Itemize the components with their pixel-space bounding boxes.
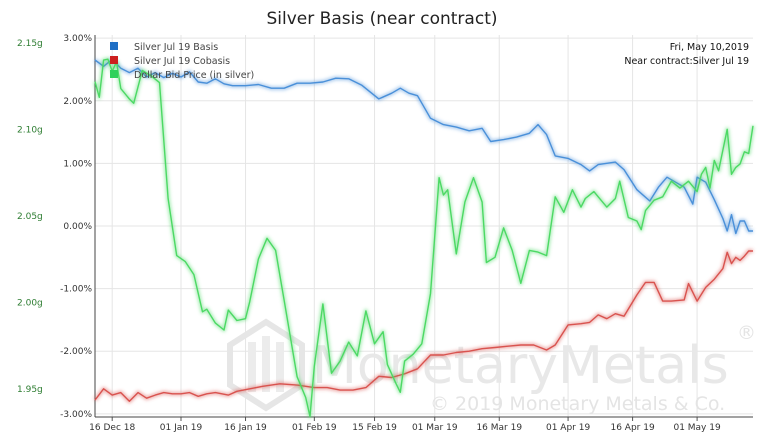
axes: 16 Dec 18 01 Jan 19 16 Jan 19 01 Feb 19 15 F… (17, 34, 753, 433)
info-date: Fri, May 10,2019 (670, 42, 749, 53)
series-layer (93, 57, 755, 419)
y-left-tick-label: 2.05g (17, 212, 43, 222)
x-tick-label: 01 Feb 19 (292, 423, 337, 433)
y-right-tick-label: 0.00% (63, 222, 92, 232)
watermark-copyright: © 2019 Monetary Metals & Co. (430, 393, 725, 415)
x-tick-label: 16 Jan 19 (224, 423, 267, 433)
y-right-tick-label: 2.00% (63, 97, 92, 107)
x-tick-label: 16 Apr 19 (610, 423, 654, 433)
chart-title: Silver Basis (near contract) (267, 9, 498, 29)
x-tick-label: 01 Mar 19 (412, 423, 458, 433)
legend-label-basis: Silver Jul 19 Basis (134, 42, 218, 53)
series-line-cobasis (94, 250, 753, 402)
y-right-tick-label: -2.00% (60, 347, 92, 357)
y-left-tick-label: 2.10g (17, 125, 43, 135)
legend-swatch-dollar (110, 70, 118, 78)
series-line-basis (94, 58, 753, 235)
series-line-dollar-bid (94, 58, 754, 418)
series-glow-basis (93, 57, 753, 236)
y-right-tick-label: -3.00% (60, 410, 92, 420)
y-right-tick-label: -1.00% (60, 285, 92, 295)
legend-swatch-basis (110, 42, 118, 50)
info-contract: Near contract:Silver Jul 19 (624, 56, 749, 67)
x-tick-label: 15 Feb 19 (352, 423, 397, 433)
x-tick-label: 01 Apr 19 (546, 423, 590, 433)
legend-swatch-cobasis (110, 56, 118, 64)
y-left-tick-label: 2.15g (17, 39, 43, 49)
y-left-tick-label: 1.95g (17, 385, 43, 395)
legend-label-dollar: Dollar Bid Price (in silver) (134, 70, 254, 81)
legend-label-cobasis: Silver Jul 19 Cobasis (134, 56, 230, 67)
x-tick-label: 01 May 19 (673, 423, 721, 433)
x-tick-label: 01 Jan 19 (160, 423, 203, 433)
y-right-tick-label: 1.00% (63, 159, 92, 169)
y-left-tick-label: 2.00g (17, 298, 43, 308)
info-box: Fri, May 10,2019 Near contract:Silver Ju… (624, 42, 749, 67)
x-tick-label: 16 Mar 19 (476, 423, 522, 433)
watermark-registered-mark: ® (737, 322, 756, 344)
y-right-tick-label: 3.00% (63, 34, 92, 44)
legend: Silver Jul 19 Basis Silver Jul 19 Cobasi… (110, 42, 254, 81)
x-tick-label: 16 Dec 18 (89, 423, 135, 433)
watermark: MonetaryMetals ® © 2019 Monetary Metals … (227, 318, 756, 415)
